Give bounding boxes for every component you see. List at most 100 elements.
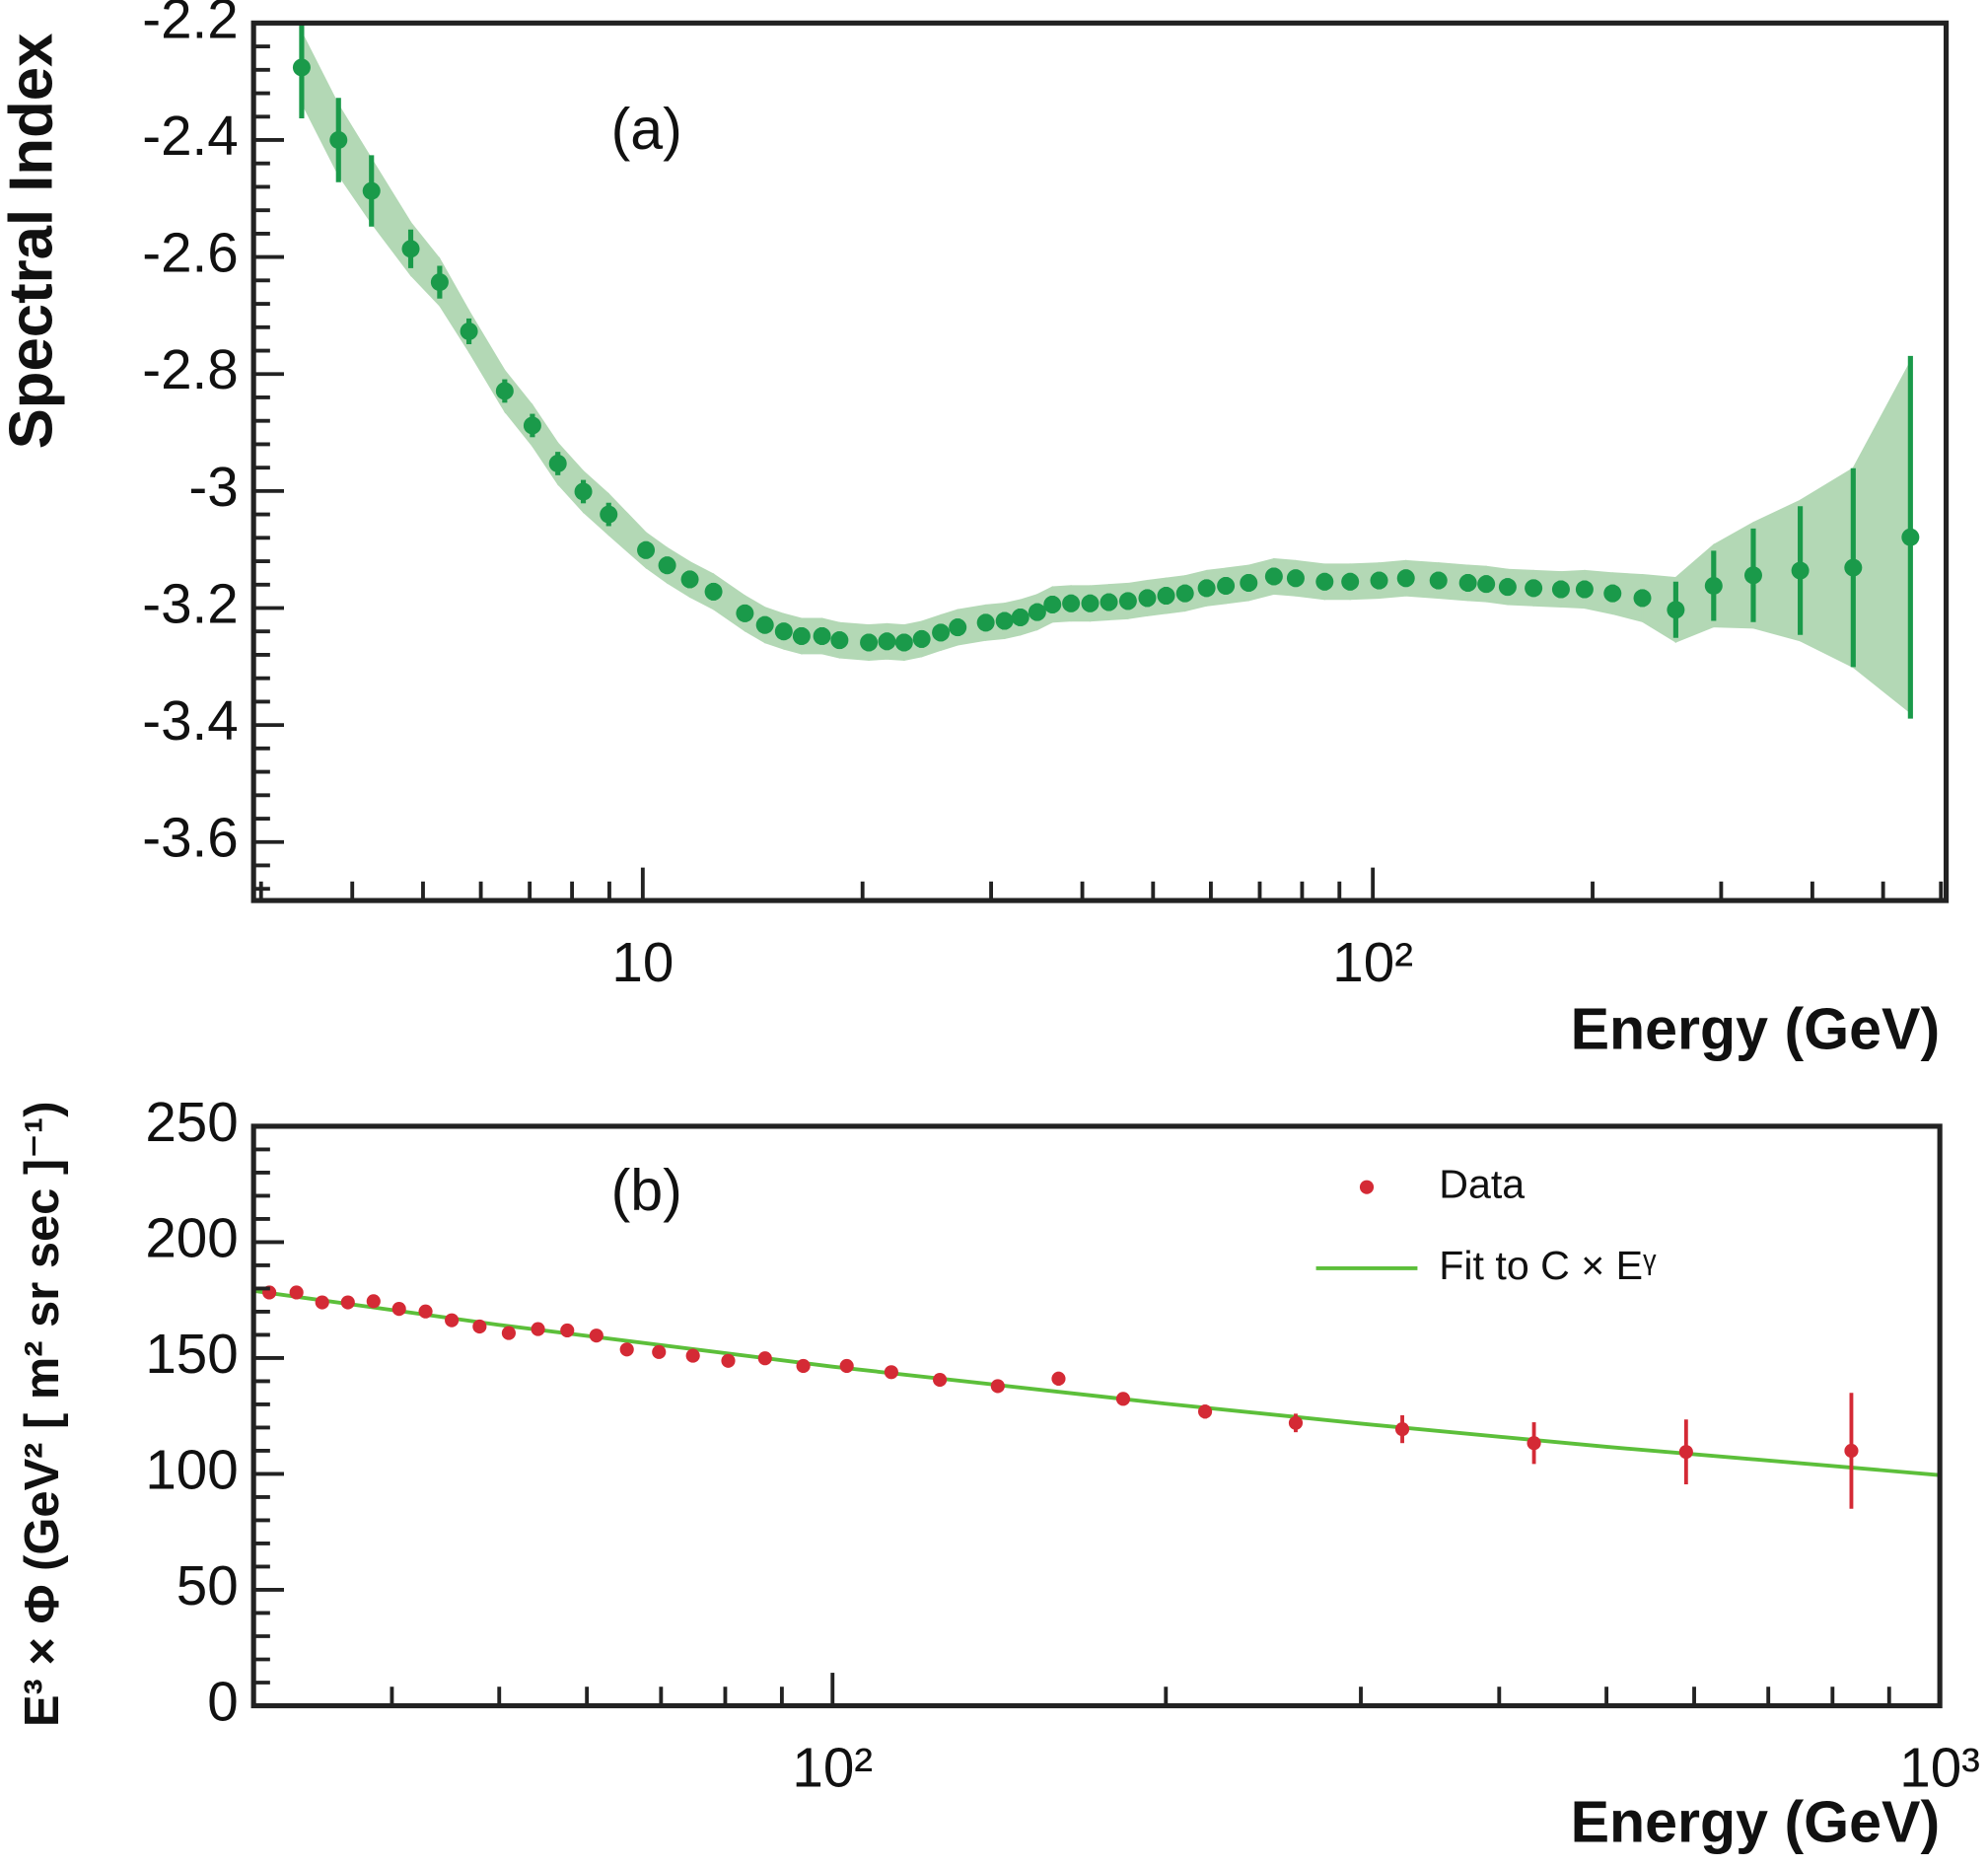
plot-frame [250, 20, 1950, 903]
data-point [990, 1379, 1005, 1394]
panel-label: (a) [611, 96, 682, 162]
data-point [796, 1358, 811, 1374]
data-point [1062, 594, 1081, 612]
y-axis-title: Spectral Index [0, 34, 65, 450]
y-tick-label: 200 [145, 1206, 238, 1268]
x-tick-label: 10³ [1899, 1736, 1980, 1798]
data-point [1396, 569, 1415, 588]
data-point [1743, 566, 1762, 585]
data-point [460, 322, 478, 340]
data-point [1844, 1443, 1859, 1459]
data-point [292, 58, 311, 77]
data-point [680, 570, 699, 589]
x-tick-label: 10² [1332, 931, 1413, 993]
data-point [619, 1342, 634, 1357]
data-point [1901, 528, 1920, 546]
data-point [995, 611, 1014, 630]
legend-marker [1359, 1180, 1375, 1194]
data-point [774, 622, 793, 641]
y-tick-label: -3.2 [142, 572, 238, 634]
data-point [1197, 579, 1216, 598]
data-point [652, 1344, 667, 1359]
data-point [1575, 580, 1594, 599]
data-point [1315, 572, 1334, 591]
data-point [757, 1351, 772, 1366]
data-point [340, 1295, 355, 1310]
data-point [1240, 573, 1258, 592]
data-point [912, 629, 931, 648]
x-tick-label: 10 [611, 931, 674, 993]
data-point [1429, 571, 1448, 590]
data-point [949, 618, 967, 637]
data-point [658, 556, 676, 575]
data-point [1525, 579, 1543, 598]
data-point [813, 626, 831, 645]
data-point [894, 633, 913, 652]
data-point [523, 416, 541, 435]
data-point [366, 1294, 381, 1309]
data-point [531, 1322, 545, 1336]
data-point [1704, 576, 1723, 595]
data-point [1157, 587, 1175, 606]
data-point [1603, 584, 1622, 603]
data-point [1667, 601, 1685, 619]
data-point [933, 1372, 948, 1388]
data-point [1118, 592, 1137, 610]
y-axis-title: E³ × Φ (GeV² [ m² sr sec ]⁻¹) [16, 1102, 69, 1728]
data-point [1791, 561, 1810, 580]
data-point [574, 482, 593, 501]
data-point [315, 1295, 329, 1310]
y-tick-label: 150 [145, 1323, 238, 1385]
y-tick-label: -3 [188, 456, 238, 518]
data-point [1551, 580, 1570, 599]
data-point [792, 626, 811, 645]
data-point [401, 240, 420, 258]
data-point [391, 1302, 406, 1317]
data-point [1844, 558, 1863, 577]
data-point [430, 273, 449, 292]
data-point [501, 1326, 516, 1340]
data-point [685, 1348, 700, 1363]
y-tick-label: 50 [177, 1554, 239, 1616]
data-point [878, 632, 896, 651]
data-point [1043, 595, 1062, 613]
y-tick-label: -3.4 [142, 689, 238, 752]
x-tick-label: 10² [792, 1736, 873, 1798]
data-point [1100, 593, 1118, 611]
data-point [1633, 589, 1652, 608]
y-tick-label: -2.8 [142, 338, 238, 400]
data-point [589, 1328, 604, 1343]
data-point [329, 130, 348, 149]
data-point [600, 505, 618, 524]
data-point [704, 582, 723, 601]
data-point [1370, 571, 1388, 590]
y-tick-label: -2.2 [142, 0, 238, 49]
data-point [472, 1319, 487, 1334]
data-point [637, 540, 656, 559]
plot-area [253, 1285, 1941, 1509]
data-point [1288, 1415, 1304, 1430]
panel-label: (b) [611, 1157, 682, 1223]
data-point [1678, 1445, 1693, 1460]
data-point [721, 1353, 736, 1368]
data-point [755, 615, 774, 634]
data-point [560, 1323, 575, 1338]
data-point [362, 181, 381, 200]
y-tick-label: 250 [145, 1091, 238, 1153]
data-point [1028, 603, 1046, 621]
y-tick-label: -2.6 [142, 222, 238, 284]
data-point [1115, 1392, 1131, 1406]
data-point [1526, 1436, 1541, 1451]
plot-area [292, 23, 1920, 719]
y-tick-label: -2.4 [142, 105, 238, 167]
data-point [1341, 572, 1360, 591]
data-point [1286, 569, 1305, 588]
data-point [1081, 594, 1100, 612]
data-point [289, 1285, 304, 1300]
data-point [839, 1358, 854, 1374]
data-point [1217, 576, 1236, 595]
data-point [1498, 578, 1517, 597]
data-point [1138, 589, 1157, 608]
data-point [495, 382, 514, 400]
